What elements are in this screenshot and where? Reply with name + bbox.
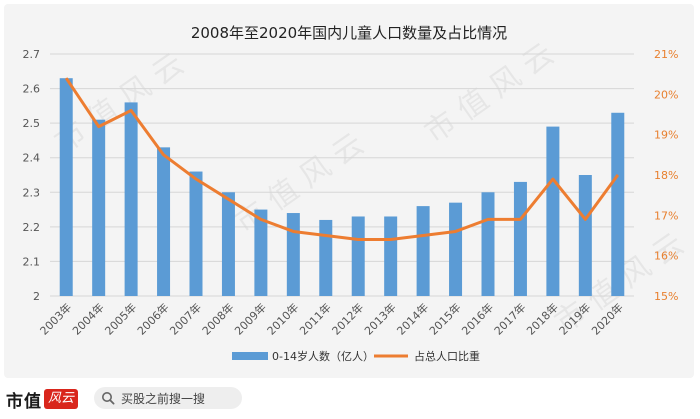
- x-tick-label: 2008年: [199, 300, 236, 337]
- x-tick-label: 2016年: [459, 300, 496, 337]
- x-tick-label: 2013年: [361, 300, 398, 337]
- left-tick-label: 2.4: [23, 152, 41, 165]
- x-tick-label: 2011年: [296, 300, 333, 337]
- bar: [578, 175, 592, 296]
- line-point: [617, 174, 619, 176]
- left-tick-label: 2.1: [23, 255, 41, 268]
- bar: [59, 78, 73, 296]
- watermark: 市 值 风 云 市 值 风 云 市 值 风 云 市 值 风 云: [49, 37, 691, 341]
- right-tick-label: 17%: [654, 209, 678, 222]
- brand-name: 市值: [6, 391, 42, 412]
- line-point: [98, 126, 100, 128]
- line-point: [455, 230, 457, 232]
- bar: [286, 213, 300, 296]
- right-tick-label: 16%: [654, 250, 678, 263]
- x-tick-label: 2007年: [167, 300, 204, 337]
- bar: [319, 219, 333, 296]
- left-tick-label: 2.3: [23, 186, 41, 199]
- bar: [221, 192, 235, 296]
- line-point: [552, 178, 554, 180]
- line-series: [64, 77, 619, 242]
- line-point: [422, 235, 424, 236]
- x-tick-label: 2014年: [394, 300, 431, 337]
- right-axis: 15% 16% 17% 18% 19% 20% 21%: [654, 48, 678, 303]
- legend-swatch-bar: [232, 352, 268, 360]
- bar: [254, 209, 268, 296]
- search-placeholder: 买股之前搜一搜: [121, 391, 206, 406]
- line-point: [65, 77, 67, 79]
- x-tick-label: 2010年: [264, 300, 301, 337]
- chart-title: 2008年至2020年国内儿童人口数量及占比情况: [191, 24, 507, 42]
- right-tick-label: 20%: [654, 88, 678, 101]
- bar: [189, 171, 203, 296]
- bar: [611, 112, 625, 297]
- line-point: [487, 218, 489, 220]
- line-point: [390, 239, 392, 241]
- line-point: [357, 239, 359, 241]
- bar: [124, 102, 138, 297]
- x-tick-label: 2005年: [102, 300, 139, 337]
- line-point: [292, 230, 294, 232]
- right-tick-label: 19%: [654, 129, 678, 142]
- legend: 0-14岁人数（亿人） 占总人口比重: [232, 349, 480, 363]
- legend-label-line: 占总人口比重: [414, 349, 480, 363]
- left-tick-label: 2: [33, 290, 40, 303]
- gridlines: [50, 53, 634, 297]
- bar: [92, 119, 106, 296]
- brand-script: 风云: [44, 389, 79, 409]
- x-tick-label: 2004年: [69, 300, 106, 337]
- x-tick-label: 2009年: [232, 300, 269, 337]
- brand-logo[interactable]: 市值 风云: [6, 386, 79, 412]
- footer: 市值 风云 买股之前搜一搜: [0, 380, 700, 419]
- line-point: [325, 235, 327, 236]
- line-point: [584, 218, 586, 220]
- x-axis: 2003年2004年2005年2006年2007年2008年2009年2010年…: [37, 300, 626, 337]
- right-tick-label: 15%: [654, 290, 678, 303]
- left-tick-label: 2.6: [23, 83, 41, 96]
- x-tick-label: 2006年: [134, 300, 171, 337]
- line-point: [260, 218, 262, 220]
- bar-series: [59, 78, 625, 297]
- chart: 市 值 风 云 市 值 风 云 市 值 风 云 市 值 风 云 2008年至20…: [23, 24, 691, 363]
- bar: [157, 147, 171, 296]
- left-tick-label: 2.5: [23, 117, 41, 130]
- left-axis: 2 2.1 2.2 2.3 2.4 2.5 2.6 2.7: [23, 48, 41, 303]
- search-box[interactable]: 买股之前搜一搜: [94, 387, 242, 409]
- line-point: [130, 109, 132, 111]
- line-point: [227, 198, 229, 200]
- bar: [513, 181, 527, 296]
- legend-label-bar: 0-14岁人数（亿人）: [272, 349, 374, 363]
- right-tick-label: 18%: [654, 169, 678, 182]
- bar: [351, 216, 365, 296]
- search-icon: [102, 392, 115, 405]
- line-point: [519, 218, 521, 220]
- x-tick-label: 2003年: [37, 300, 74, 337]
- chart-card: 市 值 风 云 市 值 风 云 市 值 风 云 市 值 风 云 2008年至20…: [4, 4, 694, 378]
- x-tick-label: 2015年: [426, 300, 463, 337]
- bar: [481, 192, 495, 296]
- left-tick-label: 2.7: [23, 48, 41, 61]
- right-tick-label: 21%: [654, 48, 678, 61]
- bar: [449, 202, 463, 296]
- line-point: [195, 178, 197, 180]
- bar: [416, 206, 430, 296]
- left-tick-label: 2.2: [23, 221, 41, 234]
- line-point: [163, 154, 165, 156]
- x-tick-label: 2012年: [329, 300, 366, 337]
- series-line: [64, 77, 619, 242]
- x-tick-label: 2017年: [491, 300, 528, 337]
- bar: [546, 126, 560, 296]
- bar: [384, 216, 398, 296]
